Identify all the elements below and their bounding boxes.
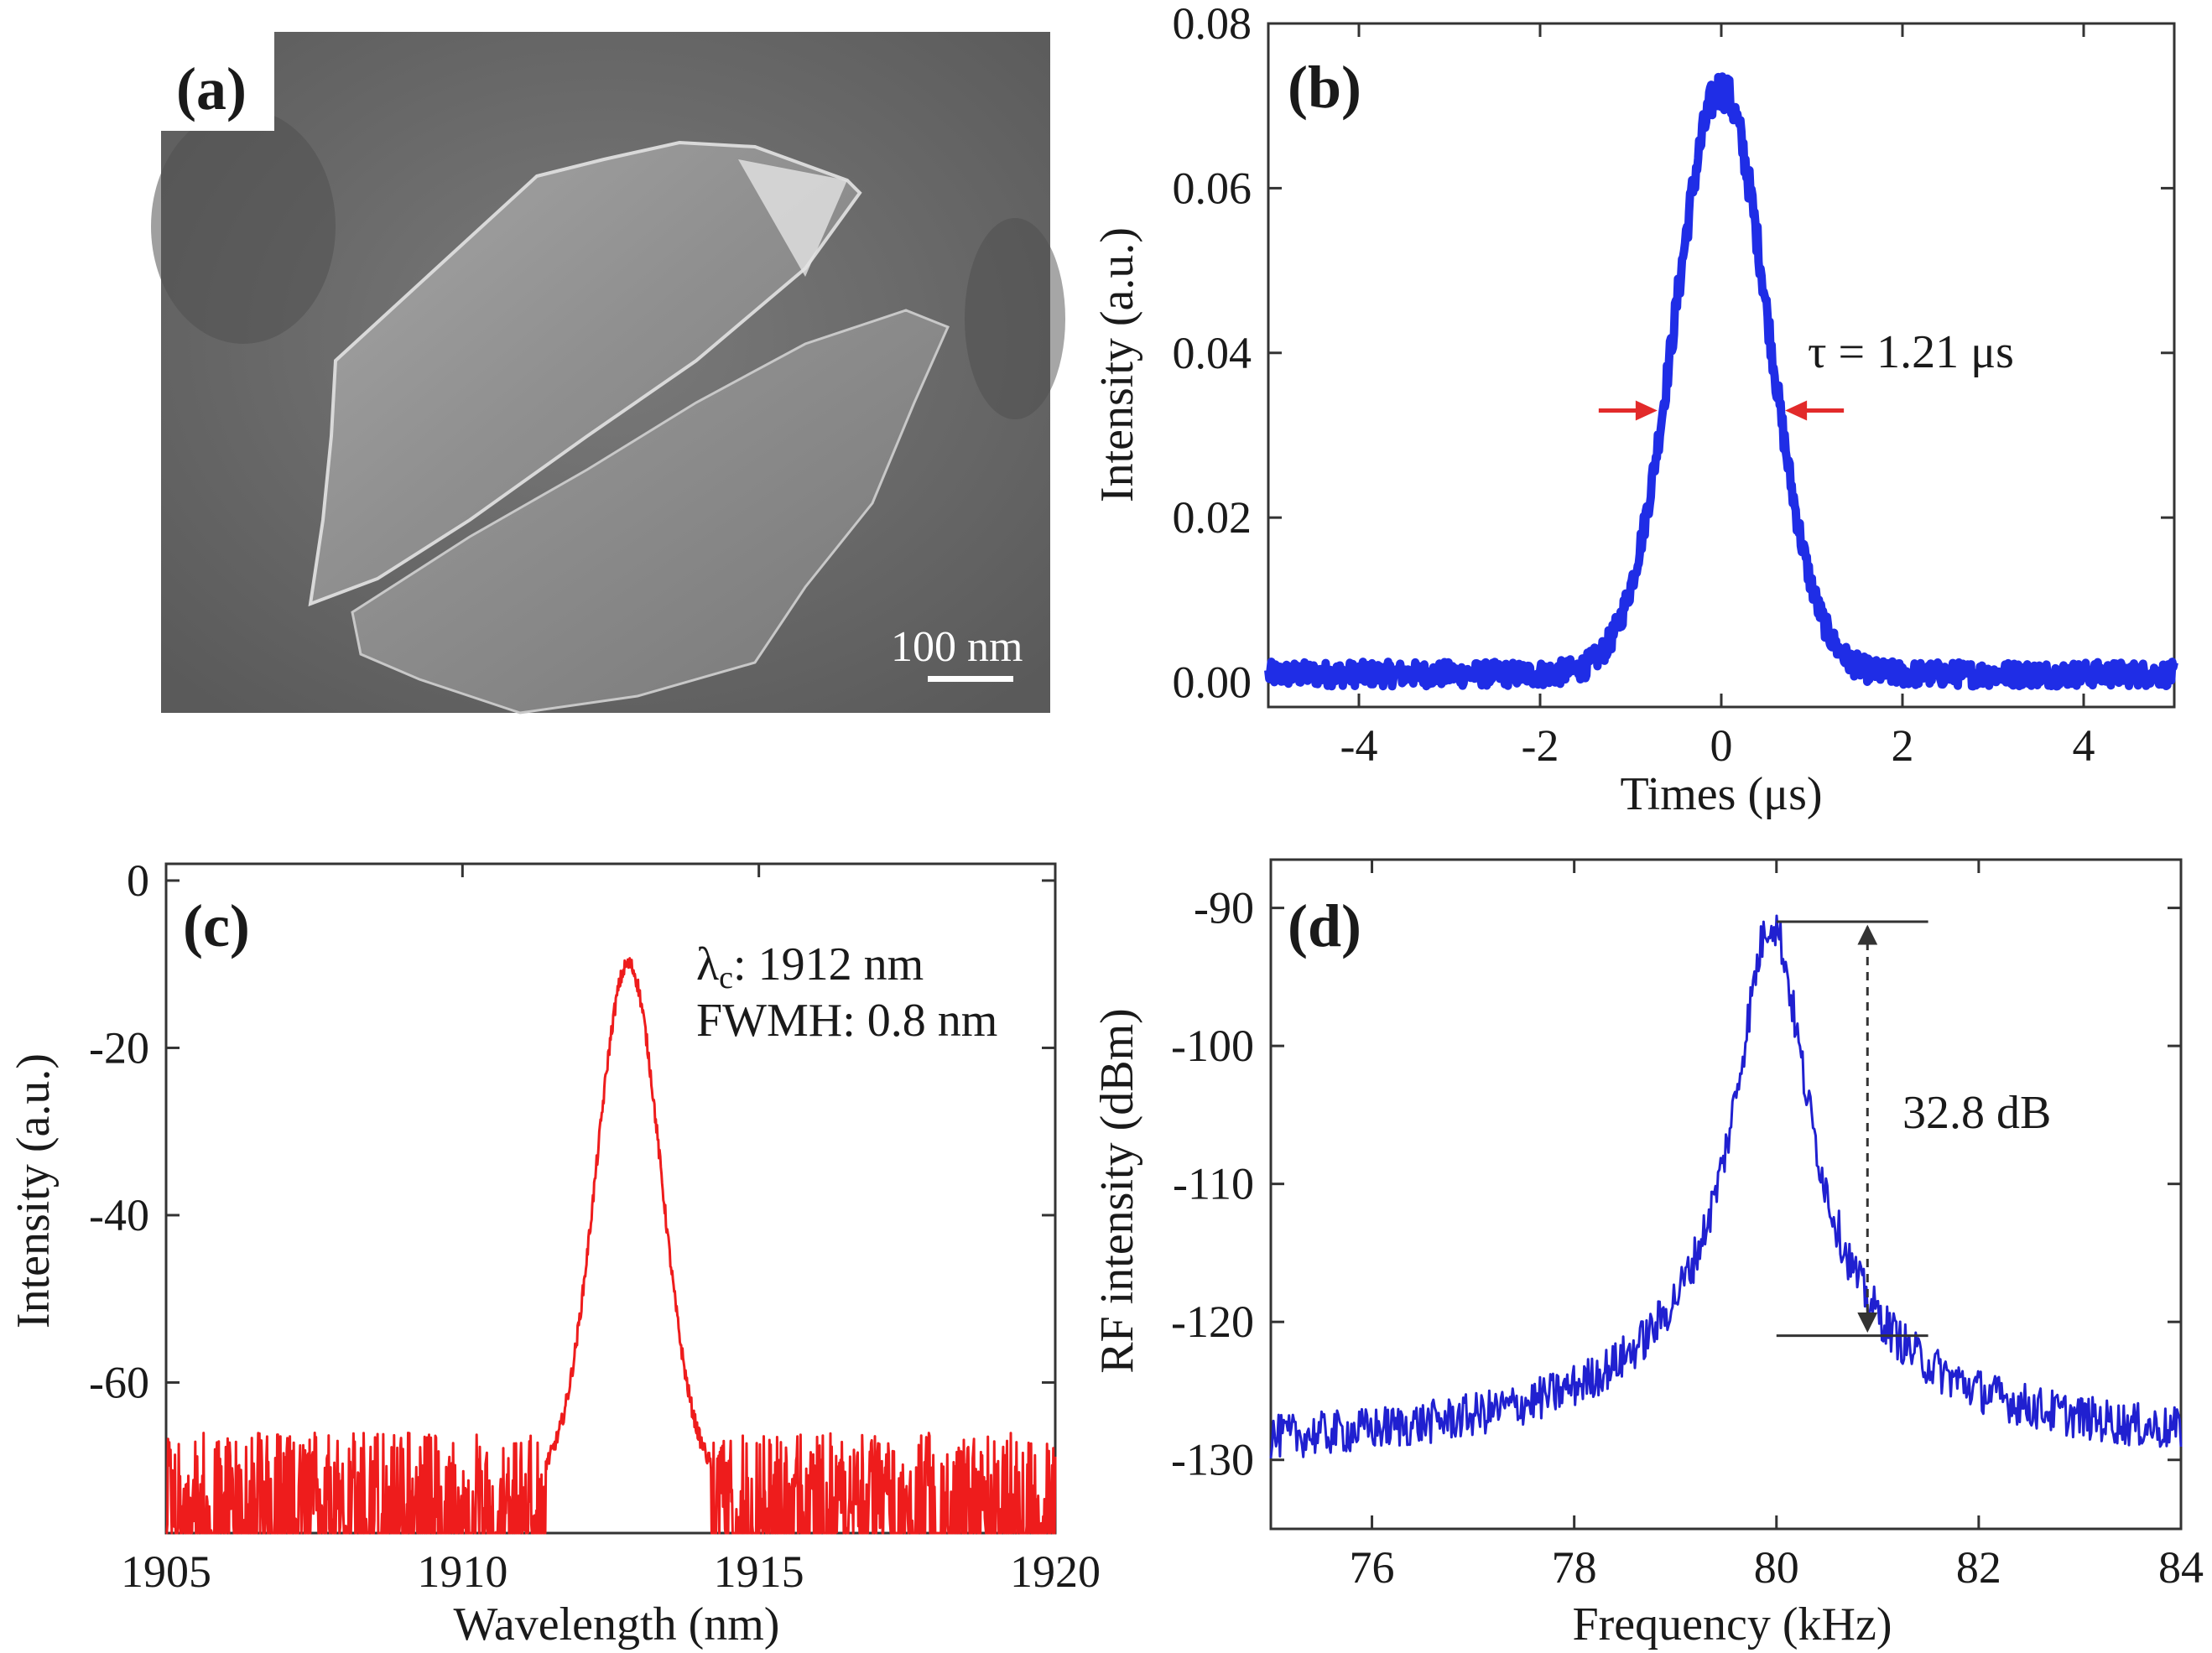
panel-a-label-bg [161, 32, 274, 131]
panel-d: 76 78 80 82 84 -90 -100 -110 -120 -130 (d) Freque… [1091, 858, 2204, 1650]
fwhm-arrows [1598, 400, 1845, 421]
rf-trace [1269, 914, 2183, 1459]
y-tick-label: 0.00 [1173, 658, 1252, 708]
sem-flake-highlight [738, 159, 847, 277]
ticks: -4 -2 0 2 4 0.00 0.02 0.04 0.06 0.08 [1173, 0, 2174, 771]
x-tick-label: 4 [2073, 720, 2095, 771]
ticks: 76 78 80 82 84 -90 -100 -110 -120 -130 [1171, 860, 2204, 1593]
y-tick-label: -110 [1173, 1159, 1254, 1209]
x-tick-label: 84 [2158, 1542, 2204, 1593]
x-axis-title: Frequency (kHz) [1573, 1598, 1892, 1650]
x-axis-title: Times (μs) [1620, 768, 1822, 820]
sem-scale-bar-label: 100 nm [891, 623, 1023, 671]
panel-b-label: (b) [1288, 54, 1361, 121]
sem-shadow-right [965, 218, 1065, 419]
snr-annotation: 32.8 dB [1902, 1087, 2051, 1139]
x-axis-title: Wavelength (nm) [454, 1598, 780, 1650]
x-tick-label: -4 [1340, 720, 1378, 771]
plot-frame [164, 862, 1057, 1535]
plot-frame [1269, 858, 2183, 1531]
panel-a: (a) 100 nm [151, 32, 1065, 715]
y-tick-label: -120 [1171, 1297, 1254, 1347]
panel-c: 1905 1910 1915 1920 0 -20 -40 -60 (c) Wavelengt… [8, 855, 1101, 1650]
sem-scale-bar [928, 676, 1013, 682]
sem-flake-lower [351, 309, 950, 715]
y-tick-label: -130 [1171, 1435, 1254, 1485]
x-tick-label: 1915 [714, 1546, 804, 1597]
panel-c-label: (c) [183, 892, 250, 959]
x-tick-label: -2 [1522, 720, 1559, 771]
pulse-trace [1264, 72, 2178, 691]
spectrum-trace [165, 957, 1057, 1535]
fwhm-annotation: τ = 1.21 μs [1808, 326, 2014, 378]
center-wavelength-value: : 1912 nm [733, 938, 924, 990]
panel-d-label: (d) [1288, 892, 1361, 959]
x-tick-label: 78 [1552, 1542, 1597, 1593]
x-tick-label: 76 [1350, 1542, 1395, 1593]
x-tick-label: 0 [1710, 720, 1733, 771]
x-tick-label: 80 [1754, 1542, 1799, 1593]
panel-b: -4 -2 0 2 4 0.00 0.02 0.04 0.06 0.08 (b) Times (μ… [1091, 0, 2178, 820]
y-tick-label: 0.02 [1173, 492, 1252, 543]
fwhm-arrow-right-head [1785, 400, 1808, 421]
y-tick-label: -60 [89, 1357, 149, 1407]
y-tick-label: -90 [1194, 883, 1254, 933]
y-tick-label: 0.06 [1173, 163, 1252, 213]
lambda-symbol: λ [696, 938, 719, 990]
panel-a-label: (a) [176, 55, 247, 122]
y-tick-label: 0 [127, 855, 149, 906]
y-axis-title: Intensity (a.u.) [8, 1053, 60, 1328]
y-axis-title: Intensity (a.u.) [1091, 227, 1143, 502]
snr-marks [1776, 920, 1928, 1338]
y-tick-label: -100 [1171, 1021, 1254, 1071]
center-wavelength-annotation: λc: 1912 nm [696, 938, 924, 995]
lambda-subscript: c [719, 960, 733, 995]
y-tick-label: -20 [89, 1022, 149, 1073]
x-tick-label: 1910 [417, 1546, 507, 1597]
x-tick-label: 2 [1892, 720, 1914, 771]
fwhm-annotation: FWMH: 0.8 nm [696, 995, 997, 1047]
fwhm-arrow-left-head [1635, 400, 1658, 421]
y-axis-title: RF intensity (dBm) [1091, 1008, 1143, 1374]
y-tick-label: 0.08 [1173, 0, 1252, 49]
plot-frame [1267, 22, 2176, 709]
y-tick-label: -40 [89, 1190, 149, 1240]
x-tick-label: 1920 [1010, 1546, 1101, 1597]
x-tick-label: 1905 [121, 1546, 211, 1597]
ticks: 1905 1910 1915 1920 0 -20 -40 -60 [89, 855, 1101, 1597]
x-tick-label: 82 [1956, 1542, 2001, 1593]
sem-shadow-left [151, 109, 336, 344]
y-tick-label: 0.04 [1173, 328, 1252, 378]
